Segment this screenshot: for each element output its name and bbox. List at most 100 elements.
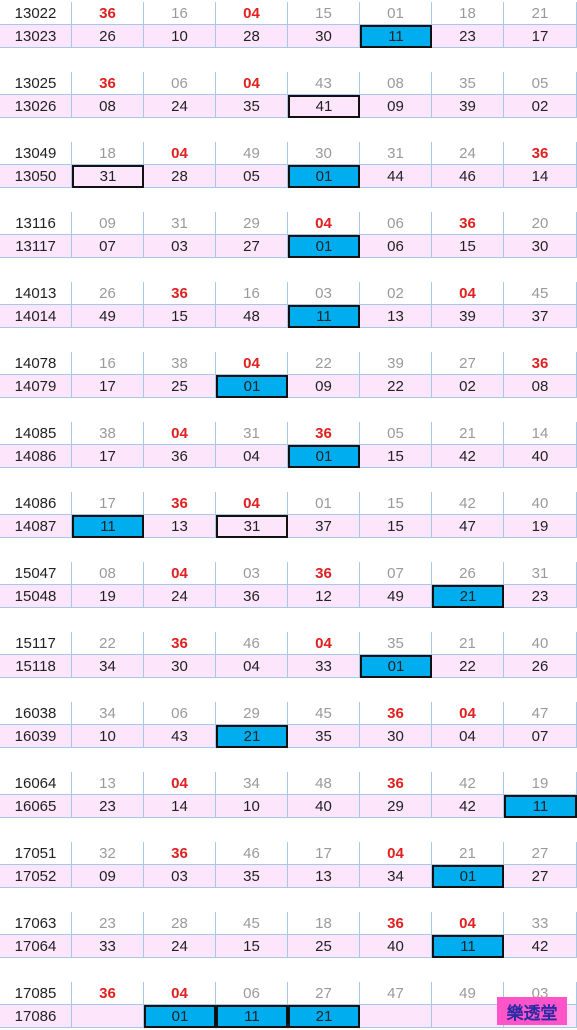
draw-number-cell: 22: [72, 632, 144, 655]
draw-number-cell: 04: [432, 282, 504, 305]
draw-number-cell: 36: [144, 282, 216, 305]
draw-number-cell: 21: [432, 842, 504, 865]
draw-number-cell: 06: [360, 212, 432, 235]
draw-number-cell: 08: [72, 562, 144, 585]
draw-number-cell: 33: [72, 935, 144, 958]
draw-number-cell: 36: [144, 842, 216, 865]
draw-number-cell: 35: [360, 632, 432, 655]
draw-number-cell: 19: [504, 772, 577, 795]
draw-number-cell: 04: [432, 702, 504, 725]
draw-number-cell: 04: [216, 445, 288, 468]
draw-number-cell: 15: [360, 445, 432, 468]
draw-number-cell: 07: [360, 562, 432, 585]
draw-number-cell: 06: [216, 982, 288, 1005]
draw-number-cell: 09: [72, 865, 144, 888]
draw-number-cell: 21: [288, 1005, 360, 1028]
issue-number: 15118: [0, 655, 72, 678]
issue-number: 15047: [0, 562, 72, 585]
draw-number-cell: 39: [432, 305, 504, 328]
draw-number-cell: 24: [144, 95, 216, 118]
issue-number: 17052: [0, 865, 72, 888]
draw-number-cell: 42: [432, 445, 504, 468]
draw-number-cell: 38: [72, 422, 144, 445]
draw-number-cell: 30: [288, 25, 360, 48]
draw-number-cell: 11: [432, 935, 504, 958]
issue-number: 14085: [0, 422, 72, 445]
draw-number-cell: 01: [216, 375, 288, 398]
draw-number-cell: 04: [432, 912, 504, 935]
draw-number-cell: 04: [144, 562, 216, 585]
issue-number: 14087: [0, 515, 72, 538]
draw-number-cell: 42: [504, 935, 577, 958]
draw-number-cell: 01: [360, 655, 432, 678]
draw-number-cell: 04: [360, 842, 432, 865]
draw-number-cell: 17: [72, 492, 144, 515]
draw-number-cell: 17: [72, 375, 144, 398]
draw-number-cell: 37: [504, 305, 577, 328]
draw-number-cell: 17: [72, 445, 144, 468]
draw-number-cell: 13: [360, 305, 432, 328]
draw-number-cell: 47: [360, 982, 432, 1005]
watermark-badge: 樂透堂: [497, 997, 567, 1025]
draw-number-cell: 20: [504, 212, 577, 235]
draw-number-cell: 31: [216, 515, 288, 538]
draw-number-cell: 36: [72, 982, 144, 1005]
draw-number-cell: 23: [432, 25, 504, 48]
draw-number-cell: 36: [72, 72, 144, 95]
draw-number-cell: 04: [216, 352, 288, 375]
draw-number-cell: 36: [144, 445, 216, 468]
draw-number-cell: 39: [432, 95, 504, 118]
draw-number-cell: 04: [144, 422, 216, 445]
draw-number-cell: 03: [144, 865, 216, 888]
draw-number-cell: 18: [288, 912, 360, 935]
draw-number-cell: 35: [216, 865, 288, 888]
draw-number-cell: 47: [432, 515, 504, 538]
draw-number-cell: 01: [288, 235, 360, 258]
draw-number-cell: 17: [288, 842, 360, 865]
draw-number-cell: 36: [144, 632, 216, 655]
draw-number-cell: 40: [360, 935, 432, 958]
draw-number-cell: 47: [504, 702, 577, 725]
draw-number-cell: 26: [432, 562, 504, 585]
draw-number-cell: 04: [288, 632, 360, 655]
issue-number: 13049: [0, 142, 72, 165]
draw-number-cell: 01: [288, 445, 360, 468]
draw-number-cell: 42: [432, 795, 504, 818]
issue-number: 14086: [0, 445, 72, 468]
draw-number-cell: 45: [216, 912, 288, 935]
draw-number-cell: 26: [72, 282, 144, 305]
draw-number-cell: 14: [504, 422, 577, 445]
draw-number-cell: 34: [72, 702, 144, 725]
draw-number-cell: 16: [216, 282, 288, 305]
draw-number-cell: 24: [144, 935, 216, 958]
draw-number-cell: 11: [360, 25, 432, 48]
draw-number-cell: 04: [216, 492, 288, 515]
draw-number-cell: 31: [216, 422, 288, 445]
draw-number-cell: 06: [360, 235, 432, 258]
draw-number-cell: 15: [360, 492, 432, 515]
draw-number-cell: 28: [216, 25, 288, 48]
draw-number-cell: 31: [72, 165, 144, 188]
draw-number-cell: 36: [360, 772, 432, 795]
draw-number-cell: 42: [432, 772, 504, 795]
issue-number: 13023: [0, 25, 72, 48]
draw-number-cell: 23: [72, 795, 144, 818]
draw-number-cell: 14: [504, 165, 577, 188]
draw-number-cell: 37: [288, 515, 360, 538]
draw-number-cell: 27: [432, 352, 504, 375]
draw-number-cell: 27: [288, 982, 360, 1005]
draw-number-cell: 02: [360, 282, 432, 305]
draw-number-cell: 36: [288, 562, 360, 585]
draw-number-cell: 15: [144, 305, 216, 328]
draw-number-cell: 36: [360, 912, 432, 935]
draw-number-cell: 04: [216, 655, 288, 678]
draw-number-cell: 25: [288, 935, 360, 958]
issue-number: 13116: [0, 212, 72, 235]
draw-number-cell: 15: [432, 235, 504, 258]
draw-number-cell: 18: [72, 142, 144, 165]
draw-number-cell: 04: [144, 982, 216, 1005]
draw-number-cell: 09: [288, 375, 360, 398]
draw-number-cell: 48: [288, 772, 360, 795]
draw-number-cell: 28: [144, 165, 216, 188]
